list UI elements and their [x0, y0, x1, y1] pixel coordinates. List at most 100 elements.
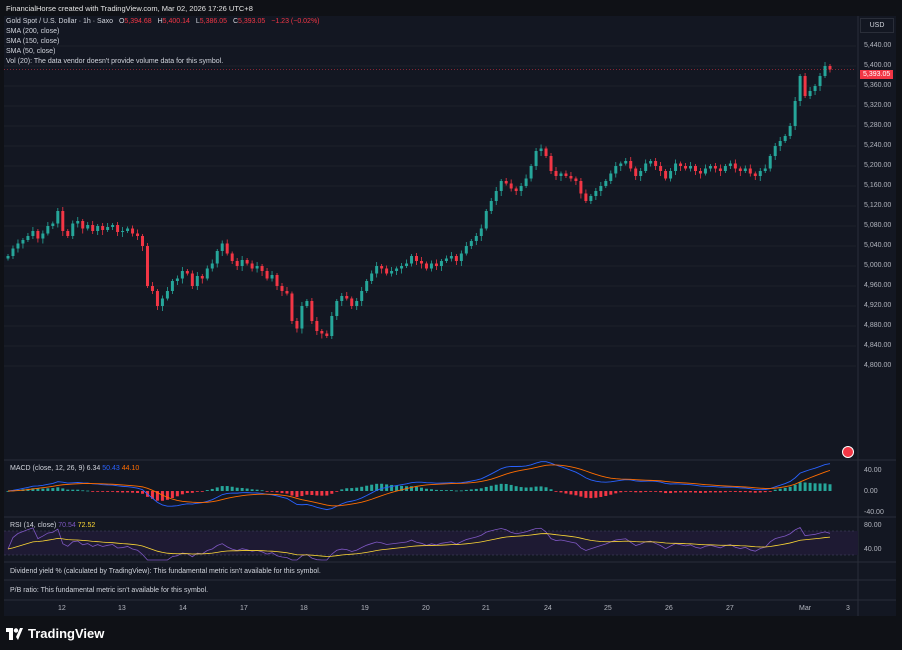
candle-body	[584, 193, 588, 201]
macd-histogram-bar	[808, 482, 812, 491]
macd-histogram-bar	[424, 488, 428, 491]
macd-histogram-bar	[415, 486, 419, 491]
macd-histogram-bar	[350, 488, 354, 491]
macd-legend[interactable]: MACD (close, 12, 26, 9) 6.34 50.43 44.10	[10, 465, 139, 472]
macd-histogram-bar	[708, 491, 712, 493]
macd-histogram-bar	[444, 490, 448, 491]
candle-body	[375, 266, 379, 274]
candle-body	[454, 256, 458, 261]
candle-body	[778, 141, 782, 146]
macd-signal-value: 44.10	[121, 465, 140, 472]
macd-histogram-bar	[738, 491, 742, 493]
candle-body	[728, 163, 732, 166]
macd-histogram-bar	[275, 491, 279, 493]
chart-area[interactable]	[4, 16, 896, 616]
candle-body	[444, 258, 448, 261]
symbol-legend-row[interactable]: Gold Spot / U.S. Dollar · 1h · Saxo O5,3…	[6, 17, 320, 27]
macd-histogram-bar	[748, 491, 752, 493]
candle-body	[549, 156, 553, 171]
candle-body	[589, 196, 593, 201]
macd-histogram-bar	[235, 487, 239, 491]
macd-histogram-bar	[459, 490, 463, 492]
macd-histogram-bar	[66, 489, 70, 491]
macd-histogram-bar	[155, 491, 159, 501]
candle-body	[131, 228, 135, 234]
sma50-legend[interactable]: SMA (50, close)	[6, 48, 56, 55]
macd-histogram-bar	[265, 491, 269, 492]
macd-histogram-bar	[813, 483, 817, 491]
macd-histogram-bar	[554, 491, 558, 492]
macd-histogram-bar	[674, 491, 678, 493]
macd-histogram-bar	[141, 491, 145, 494]
currency-button[interactable]: USD	[860, 18, 894, 33]
candle-body	[325, 333, 329, 336]
macd-histogram-bar	[439, 490, 443, 491]
macd-histogram-bar	[200, 491, 204, 492]
time-axis-label: 20	[422, 605, 430, 612]
macd-histogram-bar	[330, 491, 334, 494]
macd-histogram-bar	[31, 488, 35, 491]
sma150-legend[interactable]: SMA (150, close)	[6, 38, 60, 45]
macd-histogram-bar	[96, 491, 100, 492]
candle-body	[723, 166, 727, 171]
symbol-title[interactable]: Gold Spot / U.S. Dollar · 1h · Saxo	[6, 18, 113, 25]
macd-histogram-bar	[46, 488, 50, 491]
macd-histogram-bar	[180, 491, 184, 495]
rsi-legend[interactable]: RSI (14, close) 70.54 72.52	[10, 522, 95, 529]
candle-body	[21, 240, 25, 244]
macd-histogram-bar	[659, 491, 663, 493]
candle-body	[494, 191, 498, 201]
candle-body	[459, 253, 463, 261]
macd-histogram-bar	[355, 487, 359, 491]
candle-body	[300, 306, 304, 329]
last-price-tag: 5,393.05	[860, 70, 894, 79]
macd-histogram-bar	[773, 489, 777, 491]
ohlc-high-label: H	[157, 18, 163, 25]
macd-histogram-bar	[669, 491, 673, 494]
candle-body	[36, 231, 40, 239]
rsi-line	[7, 526, 831, 561]
sma200-legend[interactable]: SMA (200, close)	[6, 28, 60, 35]
macd-histogram-bar	[484, 486, 488, 491]
dividend-yield-notice[interactable]: Dividend yield % (calculated by TradingV…	[10, 568, 321, 575]
rsi-title: RSI (14, close)	[10, 522, 57, 529]
alert-icon[interactable]	[842, 446, 854, 458]
candle-body	[788, 126, 792, 136]
candle-body	[669, 171, 673, 179]
candle-body	[684, 166, 688, 169]
macd-histogram-bar	[713, 491, 717, 493]
candle-body	[708, 166, 712, 169]
macd-histogram-bar	[395, 485, 399, 491]
candle-body	[315, 321, 319, 331]
macd-histogram-bar	[534, 486, 538, 491]
macd-histogram-bar	[365, 485, 369, 491]
time-axis-label: 19	[361, 605, 369, 612]
tradingview-logo[interactable]: TradingView	[6, 626, 104, 641]
macd-histogram-bar	[360, 486, 364, 491]
candle-body	[679, 163, 683, 166]
candle-body	[26, 236, 30, 240]
volume-legend[interactable]: Vol (20): The data vendor doesn't provid…	[6, 58, 224, 65]
ohlc-open-label: O	[118, 18, 125, 25]
rsi-axis-bottom: 40.00	[864, 546, 882, 553]
macd-histogram-bar	[629, 491, 633, 492]
macd-histogram-bar	[215, 487, 219, 491]
macd-histogram-bar	[624, 491, 628, 492]
candle-body	[693, 166, 697, 171]
macd-histogram-bar	[499, 483, 503, 491]
macd-histogram-bar	[71, 489, 75, 491]
candle-body	[534, 151, 538, 166]
macd-histogram-bar	[205, 490, 209, 491]
macd-axis-mid: 0.00	[864, 488, 878, 495]
candle-body	[235, 261, 239, 266]
macd-histogram-bar	[464, 489, 468, 491]
macd-histogram-bar	[569, 491, 573, 495]
macd-histogram-bar	[225, 486, 229, 491]
macd-histogram-bar	[803, 482, 807, 491]
candle-body	[474, 236, 478, 241]
pb-ratio-notice[interactable]: P/B ratio: This fundamental metric isn't…	[10, 587, 209, 594]
macd-axis-bottom: -40.00	[864, 509, 884, 516]
price-axis-label: 5,360.00	[864, 82, 892, 89]
macd-histogram-bar	[574, 491, 578, 496]
